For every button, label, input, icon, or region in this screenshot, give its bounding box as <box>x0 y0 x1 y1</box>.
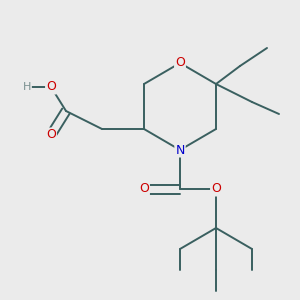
Text: H: H <box>23 82 31 92</box>
Text: O: O <box>46 128 56 142</box>
Text: O: O <box>211 182 221 196</box>
Text: N: N <box>175 143 185 157</box>
Text: O: O <box>46 80 56 94</box>
Text: O: O <box>175 56 185 70</box>
Text: O: O <box>139 182 149 196</box>
